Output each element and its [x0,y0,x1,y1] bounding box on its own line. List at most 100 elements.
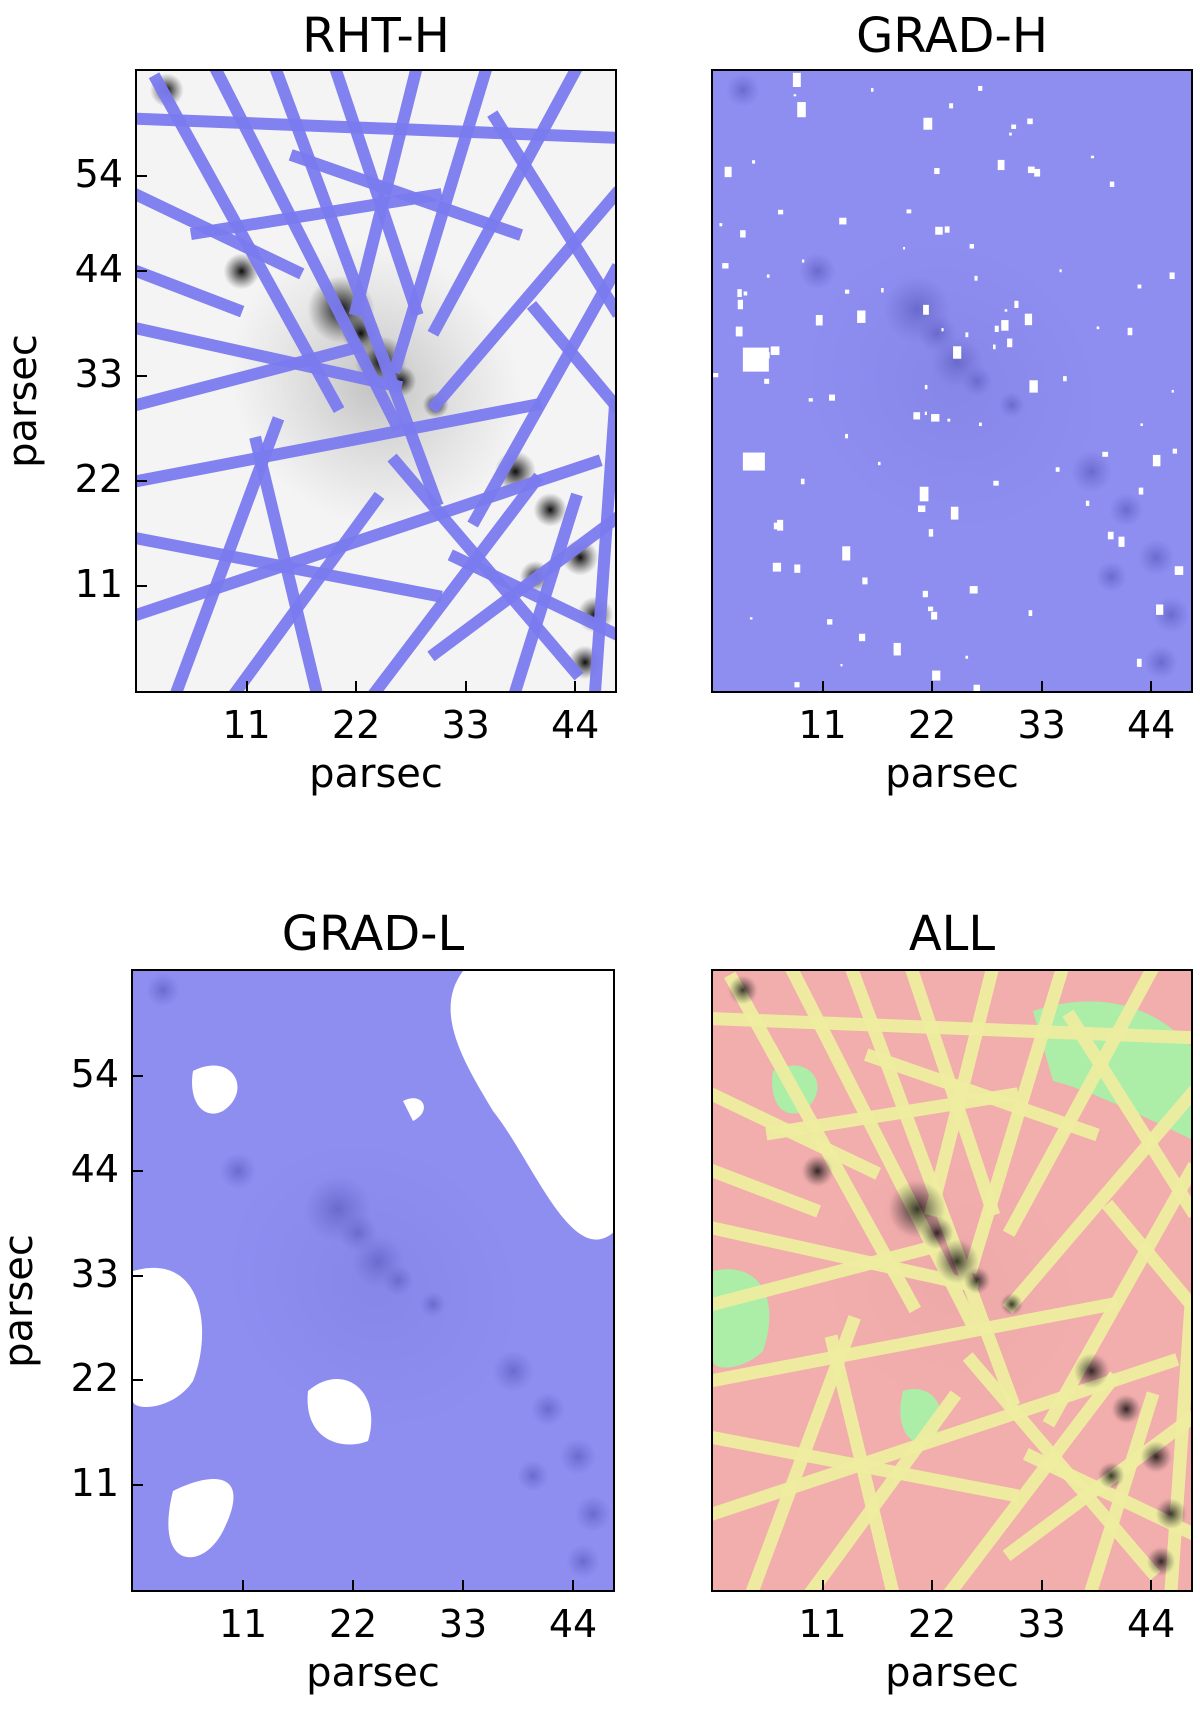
mask-hole [1027,118,1033,125]
mask-hole [1136,658,1142,667]
x-tick-mark [1040,1580,1043,1590]
x-tick-mark [352,1580,354,1590]
filament-mask [427,186,615,414]
filament-mask [1002,971,1159,1237]
mask-hole [844,289,850,294]
dense-clump [1000,1293,1023,1316]
mask-hole [764,378,770,384]
density-map [133,971,613,1590]
mask-hole [766,274,770,278]
dense-clump [1098,1462,1125,1489]
x-tick-label: 33 [438,1602,488,1646]
mask-hole [1107,531,1114,540]
mask-hole [1156,604,1164,615]
mask-hole [1007,338,1013,348]
x-axis-label: parsec [885,751,1019,797]
filament-mask [189,188,443,241]
gradient-mask [713,71,1191,691]
x-tick-mark [462,1580,464,1590]
mask-hole [1096,326,1100,330]
mask-hole [949,103,954,109]
mask-hole [913,412,921,420]
mask-hole [829,394,835,401]
x-tick-label: 44 [550,703,600,747]
filament-mask [209,71,404,432]
mask-hole [752,160,756,164]
mask-hole [969,243,975,249]
mask-hole [724,166,732,178]
y-tick-label: 22 [74,457,123,502]
mask-hole [903,246,906,250]
filament-mask [1164,1297,1191,1590]
mask-hole [792,72,801,88]
mask-hole [168,1479,234,1558]
y-tick-mark [133,1169,143,1172]
mask-hole [800,478,805,485]
filament-mask [589,398,615,691]
mask-hole [778,209,784,215]
x-tick-label: 11 [798,1602,847,1646]
mask-hole [815,315,823,326]
y-axis-label: parsec [0,1233,42,1368]
dense-clump [920,1216,954,1250]
x-tick-mark [931,681,934,691]
mask-hole [713,373,719,378]
mask-hole [1118,536,1125,547]
filament-mask [864,1048,1100,1142]
mask-hole [777,519,784,531]
mask-hole [794,564,801,573]
mask-hole [857,310,866,323]
mask-hole [928,529,934,537]
y-tick-label: 11 [74,562,123,607]
filament-mask [288,149,524,241]
mask-hole [740,230,746,238]
mask-hole [1102,451,1109,457]
filament-mask [467,263,615,528]
y-tick-label: 11 [70,1461,119,1506]
filament-mask [713,1239,941,1312]
y-axis-label: parsec [0,334,46,468]
mask-hole [1059,269,1062,273]
mask-hole [935,226,943,235]
mask-hole [965,332,969,338]
mask-hole [827,619,833,625]
mask-hole [1090,155,1095,159]
filament-mask [388,71,492,375]
mask-hole [862,577,868,585]
mask-hole [917,505,926,513]
dense-clump [1146,1547,1176,1576]
y-tick-label: 44 [74,247,123,292]
mask-hole [749,617,753,620]
mask-hole [450,971,613,1240]
y-tick-mark [137,270,147,273]
mask-hole [742,347,769,372]
mask-hole [1014,300,1019,308]
y-tick-mark [133,1484,143,1487]
mask-hole [919,486,929,502]
filament-mask [137,397,543,488]
panel-title: GRAD-H [856,8,1048,64]
x-tick-mark [242,1580,244,1590]
y-tick-mark [137,480,147,483]
mask-overlay [133,971,613,1590]
mask-hole [924,384,928,390]
filament-mask [137,188,305,280]
x-tick-mark [1150,681,1153,691]
y-tick-label: 54 [74,151,123,196]
y-tick-label: 44 [70,1146,119,1191]
filament-mask [137,322,404,393]
mask-hole [1028,610,1033,617]
mask-hole [877,461,881,466]
mask-hole [1055,467,1060,472]
y-tick-label: 33 [74,352,123,397]
x-tick-label: 22 [328,1602,378,1646]
mask-hole [992,344,996,350]
dense-clump [963,1267,991,1294]
mask-hole [924,411,927,416]
plot-area [131,969,615,1592]
mask-hole [743,291,748,296]
x-tick-label: 22 [907,1602,957,1646]
mask-hole [974,275,978,281]
y-tick-mark [137,174,147,177]
mask-hole [923,117,933,130]
